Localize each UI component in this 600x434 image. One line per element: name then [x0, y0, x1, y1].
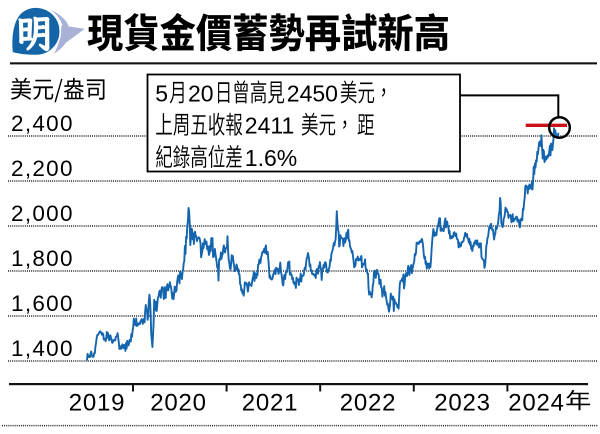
svg-text:2020: 2020 [150, 390, 207, 417]
svg-text:2,000: 2,000 [11, 201, 74, 226]
svg-text:2,400: 2,400 [11, 111, 74, 136]
svg-text:5: 5 [155, 81, 168, 107]
svg-text:2411: 2411 [245, 113, 294, 139]
svg-text:2019: 2019 [69, 390, 126, 417]
svg-text:2,200: 2,200 [11, 156, 74, 181]
svg-text:1,400: 1,400 [11, 336, 74, 361]
svg-text:1,800: 1,800 [11, 246, 74, 271]
svg-text:20: 20 [188, 81, 214, 107]
svg-text:2450: 2450 [287, 81, 338, 107]
svg-text:2021: 2021 [242, 390, 299, 417]
svg-text:1.6%: 1.6% [245, 145, 297, 171]
svg-text:2022: 2022 [340, 390, 397, 417]
svg-text:1,600: 1,600 [11, 291, 74, 316]
svg-text:2024: 2024 [508, 390, 565, 417]
svg-text:2023: 2023 [434, 390, 491, 417]
